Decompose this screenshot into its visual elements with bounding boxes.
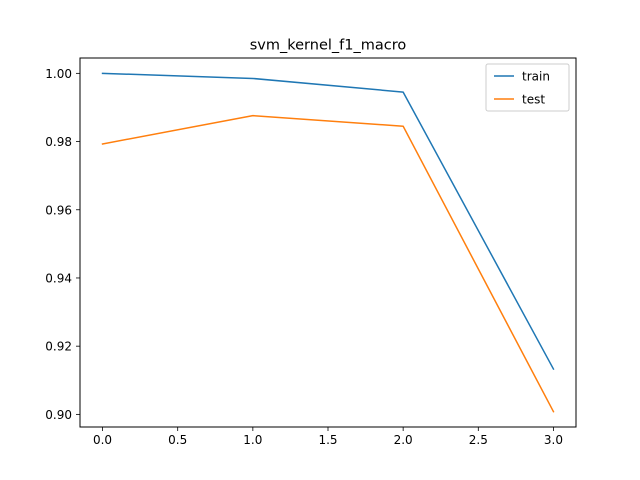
y-tick-label: 1.00 [45,67,72,81]
series-layer [101,72,555,413]
series-line-train [101,72,555,371]
legend-label-test: test [522,93,545,107]
plot-background [80,58,576,427]
y-tick-label: 0.94 [45,271,72,285]
plot-area [80,58,576,427]
legend-label-train: train [522,70,550,84]
x-tick-label: 1.5 [318,433,337,447]
x-axis: 0.0 0.5 1.0 1.5 2.0 2.5 3.0 [93,427,563,447]
x-tick-label: 0.5 [168,433,187,447]
y-axis: 0.90 0.92 0.94 0.96 0.98 1.00 [45,67,80,422]
y-tick-label: 0.96 [45,203,72,217]
x-tick-label: 1.0 [243,433,262,447]
plot-frame [79,57,577,428]
x-tick-label: 0.0 [93,433,112,447]
series-line-test [101,114,555,413]
legend: train test [485,63,570,112]
y-tick-label: 0.92 [45,340,72,354]
y-tick-label: 0.90 [45,408,72,422]
chart-title: svm_kernel_f1_macro [250,38,407,54]
x-tick-label: 2.0 [394,433,413,447]
x-tick-label: 2.5 [469,433,488,447]
x-tick-label: 3.0 [544,433,563,447]
y-tick-label: 0.98 [45,135,72,149]
